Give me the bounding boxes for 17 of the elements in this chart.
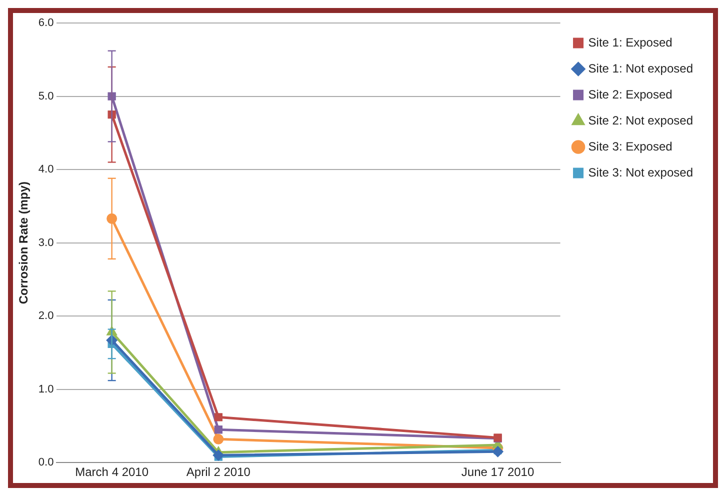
legend-label: Site 3: Not exposed: [588, 165, 694, 180]
y-tick-label: 5.0: [38, 90, 54, 102]
y-axis-title: Corrosion Rate (mpy): [16, 181, 31, 304]
y-tick-label: 2.0: [38, 310, 54, 322]
y-tick-label: 1.0: [38, 383, 54, 396]
y-tick-label: 6.0: [38, 17, 54, 30]
legend-label: Site 2: Exposed: [588, 87, 672, 102]
x-tick-label: March 4 2010: [75, 465, 149, 480]
legend-label: Site 1: Exposed: [588, 35, 672, 50]
y-tick-label: 0.0: [38, 456, 54, 469]
y-tick-label: 3.0: [38, 236, 54, 249]
y-tick-label: 4.0: [38, 164, 54, 176]
legend-label: Site 2: Not exposed: [588, 113, 694, 128]
x-tick-label: June 17 2010: [461, 465, 534, 480]
legend-label: Site 3: Exposed: [588, 139, 672, 154]
legend-label: Site 1: Not exposed: [588, 61, 694, 76]
x-tick-label: April 2 2010: [186, 465, 251, 480]
